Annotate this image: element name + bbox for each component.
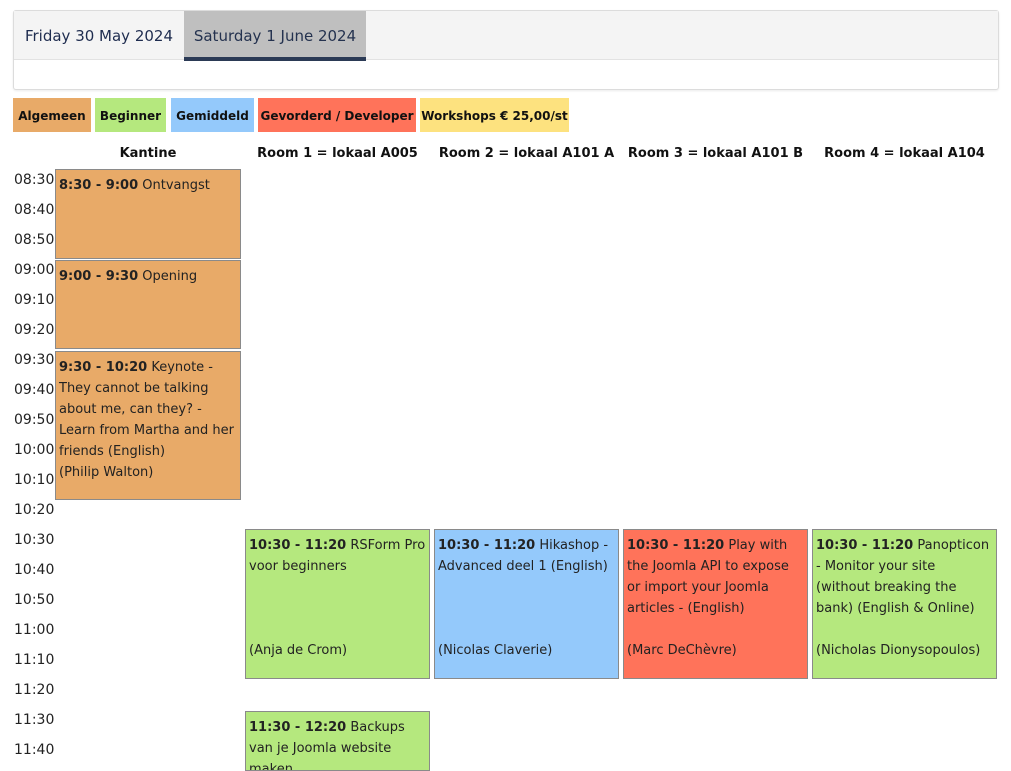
time-label: 09:20 bbox=[14, 322, 55, 338]
session-time: 10:30 - 11:20 bbox=[816, 538, 914, 553]
tab-saturday[interactable]: Saturday 1 June 2024 bbox=[184, 11, 366, 61]
time-label: 08:40 bbox=[14, 202, 55, 218]
session-title: Keynote - They cannot be talking about m… bbox=[59, 360, 234, 459]
room-header-room2: Room 2 = lokaal A101 A bbox=[438, 146, 615, 161]
room-header-room3: Room 3 = lokaal A101 B bbox=[627, 146, 804, 161]
time-label: 09:40 bbox=[14, 382, 55, 398]
time-label: 08:30 bbox=[14, 172, 55, 188]
session-ontvangst[interactable]: 8:30 - 9:00 Ontvangst bbox=[55, 169, 241, 259]
time-label: 09:00 bbox=[14, 262, 55, 278]
time-label: 11:00 bbox=[14, 622, 55, 638]
session-speaker: (Anja de Crom) bbox=[249, 643, 348, 658]
session-time: 9:30 - 10:20 bbox=[59, 360, 148, 375]
time-label: 10:50 bbox=[14, 592, 55, 608]
session-speaker: (Philip Walton) bbox=[59, 465, 154, 480]
legend-gevorderd: Gevorderd / Developer bbox=[258, 98, 416, 132]
room-header-room4: Room 4 = lokaal A104 bbox=[824, 146, 985, 161]
time-label: 09:30 bbox=[14, 352, 55, 368]
legend-gemiddeld: Gemiddeld bbox=[171, 98, 254, 132]
session-time: 10:30 - 11:20 bbox=[249, 538, 347, 553]
time-label: 10:30 bbox=[14, 532, 55, 548]
time-label: 11:30 bbox=[14, 712, 55, 728]
session-time: 9:00 - 9:30 bbox=[59, 269, 139, 284]
session-time: 11:30 - 12:20 bbox=[249, 720, 347, 735]
session-title: RSForm Pro voor beginners bbox=[249, 538, 426, 574]
session-hikashop[interactable]: 10:30 - 11:20 Hikashop - Advanced deel 1… bbox=[434, 529, 619, 679]
legend-workshops: Workshops € 25,00/st bbox=[420, 98, 569, 132]
time-label: 09:50 bbox=[14, 412, 55, 428]
time-label: 10:40 bbox=[14, 562, 55, 578]
session-speaker: (Marc DeChèvre) bbox=[627, 643, 737, 658]
session-title: Opening bbox=[142, 269, 198, 284]
session-backups[interactable]: 11:30 - 12:20 Backups van je Joomla webs… bbox=[245, 711, 430, 771]
time-label: 11:40 bbox=[14, 742, 55, 758]
time-label: 11:20 bbox=[14, 682, 55, 698]
day-tabs-bar: Friday 30 May 2024 Saturday 1 June 2024 bbox=[14, 11, 998, 61]
tab-friday[interactable]: Friday 30 May 2024 bbox=[24, 27, 174, 45]
session-speaker: (Nicholas Dionysopoulos) bbox=[816, 643, 981, 658]
session-rsform[interactable]: 10:30 - 11:20 RSForm Pro voor beginners … bbox=[245, 529, 430, 679]
session-speaker: (Nicolas Claverie) bbox=[438, 643, 553, 658]
session-joomla-api[interactable]: 10:30 - 11:20 Play with the Joomla API t… bbox=[623, 529, 808, 679]
legend-beginner: Beginner bbox=[95, 98, 166, 132]
time-label: 10:10 bbox=[14, 472, 55, 488]
time-label: 09:10 bbox=[14, 292, 55, 308]
time-label: 10:00 bbox=[14, 442, 55, 458]
session-panopticon[interactable]: 10:30 - 11:20 Panopticon - Monitor your … bbox=[812, 529, 997, 679]
session-opening[interactable]: 9:00 - 9:30 Opening bbox=[55, 260, 241, 349]
session-title: Ontvangst bbox=[142, 178, 210, 193]
time-label: 11:10 bbox=[14, 652, 55, 668]
session-title: Panopticon - Monitor your site (without … bbox=[816, 538, 990, 616]
room-header-kantine: Kantine bbox=[119, 146, 177, 161]
session-time: 8:30 - 9:00 bbox=[59, 178, 139, 193]
session-title: Hikashop - Advanced deel 1 (English) bbox=[438, 538, 609, 574]
session-title: Play with the Joomla API to expose or im… bbox=[627, 538, 789, 616]
time-label: 08:50 bbox=[14, 232, 55, 248]
time-label: 10:20 bbox=[14, 502, 55, 518]
legend-algemeen: Algemeen bbox=[13, 98, 91, 132]
session-time: 10:30 - 11:20 bbox=[438, 538, 536, 553]
day-tabs-panel: Friday 30 May 2024 Saturday 1 June 2024 bbox=[13, 10, 999, 90]
session-keynote[interactable]: 9:30 - 10:20 Keynote - They cannot be ta… bbox=[55, 351, 241, 500]
session-time: 10:30 - 11:20 bbox=[627, 538, 725, 553]
room-header-room1: Room 1 = lokaal A005 bbox=[257, 146, 418, 161]
